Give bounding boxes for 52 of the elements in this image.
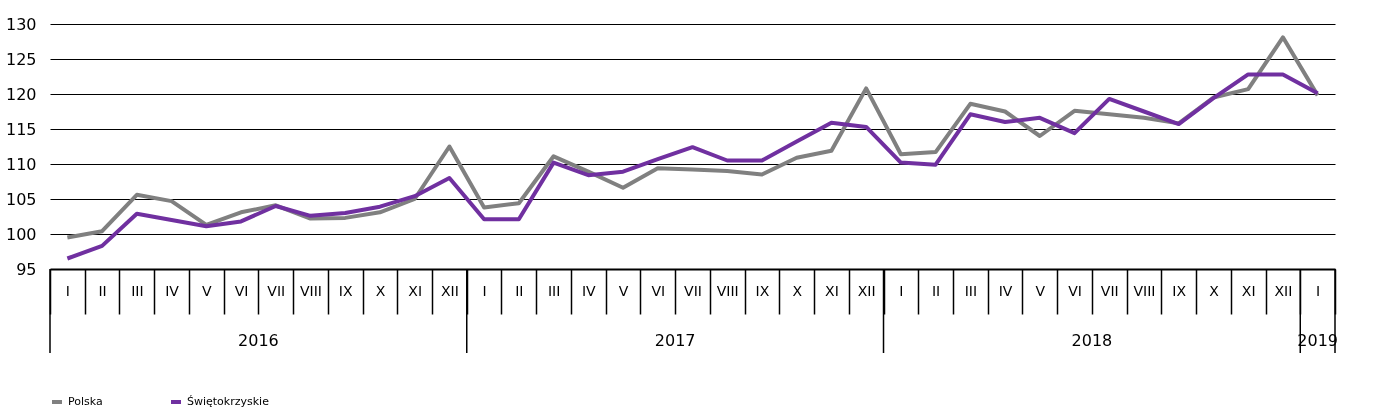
x-tick-label: I (1316, 282, 1321, 299)
x-tick-label: XI (1241, 282, 1256, 299)
x-tick-label: IV (998, 282, 1013, 299)
x-tick-label: I (482, 282, 487, 299)
y-tick-label: 105 (5, 189, 37, 209)
x-tick-label: II (931, 282, 941, 299)
x-tick-label: V (618, 282, 629, 299)
x-tick-label: IX (1172, 282, 1187, 299)
x-tick-label: IV (165, 282, 180, 299)
x-tick-label: VIII (716, 282, 739, 299)
y-tick-label: 100 (5, 224, 37, 244)
y-tick-label: 130 (5, 14, 37, 34)
y-tick-label: 110 (5, 154, 37, 174)
y-tick-label: 120 (5, 84, 37, 104)
x-tick-label: X (792, 282, 803, 299)
x-tick-label: XII (440, 282, 459, 299)
x-tick-label: VII (684, 282, 702, 299)
x-tick-label: V (1035, 282, 1046, 299)
legend-label: Świętokrzyskie (187, 395, 270, 408)
legend-label: Polska (68, 395, 103, 408)
x-tick-label: X (375, 282, 386, 299)
y-tick-label: 125 (5, 49, 37, 69)
x-tick-label: I (899, 282, 904, 299)
text: 2017 (654, 331, 696, 350)
x-tick-label: XI (408, 282, 423, 299)
line-series (65, 72, 1320, 261)
x-tick-label: VIII (1133, 282, 1156, 299)
x-tick-label: VII (267, 282, 286, 299)
x-tick-label: III (964, 282, 978, 299)
text: 2016 (238, 331, 279, 350)
x-tick-label: XII (857, 282, 876, 299)
line-series (65, 35, 1320, 240)
y-tick-label: 95 (16, 259, 37, 279)
text: 2018 (1071, 331, 1113, 350)
x-tick-label: XI (825, 282, 839, 299)
x-tick-label: I (65, 282, 70, 299)
x-tick-label: IX (338, 282, 353, 299)
x-tick-label: IV (581, 282, 597, 299)
x-tick-label: V (201, 282, 212, 299)
x-tick-label: III (131, 282, 144, 299)
x-tick-label: III (547, 282, 561, 299)
x-tick-label: II (515, 282, 524, 299)
x-tick-label: IX (755, 282, 770, 299)
x-tick-label: II (98, 282, 107, 299)
x-tick-label: VI (1068, 282, 1082, 299)
y-tick-label: 115 (5, 119, 37, 139)
x-tick-label: VII (1100, 282, 1119, 299)
x-tick-label: VIII (299, 282, 322, 299)
x-tick-label: X (1209, 282, 1220, 299)
x-tick-label: VI (651, 282, 666, 299)
x-tick-label: VI (234, 282, 249, 299)
x-tick-label: XII (1274, 282, 1293, 299)
